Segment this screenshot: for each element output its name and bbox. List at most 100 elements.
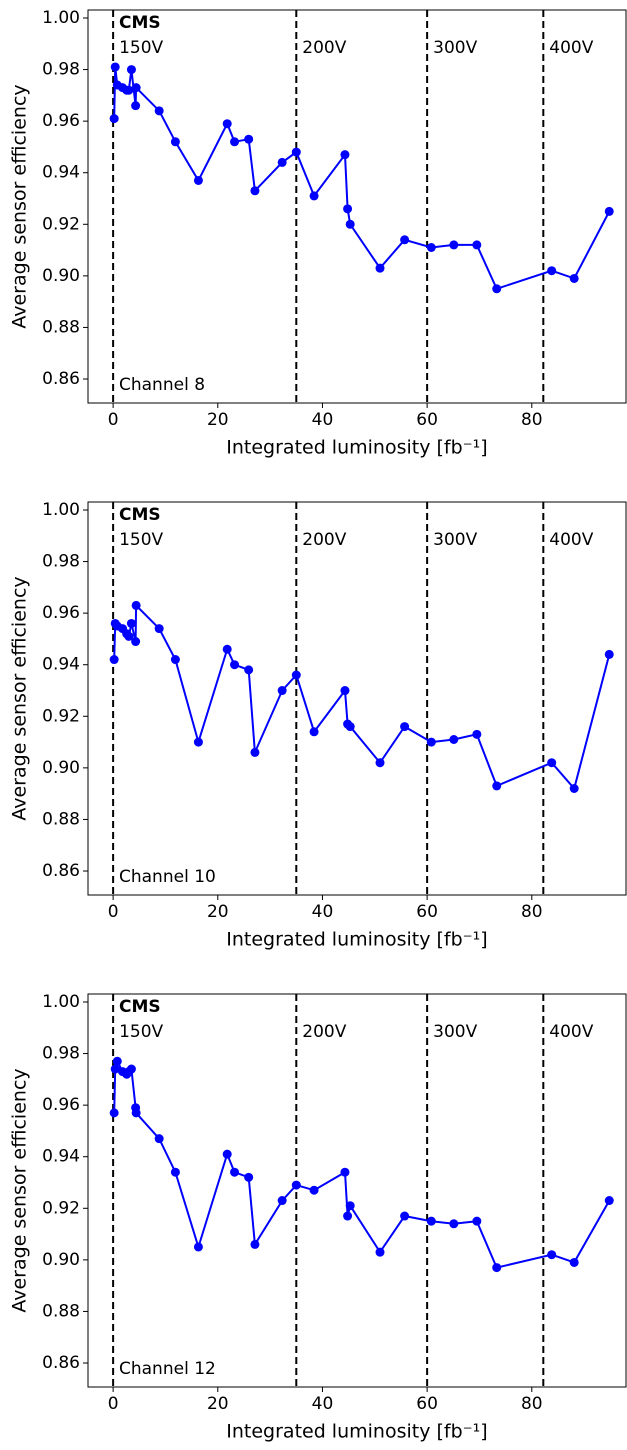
data-point <box>154 624 164 634</box>
data-point <box>277 686 287 696</box>
y-tick-label: 0.90 <box>42 1250 80 1270</box>
data-point <box>345 722 355 732</box>
data-point <box>309 1185 319 1195</box>
data-point <box>400 722 410 732</box>
y-axis-label: Average sensor efficiency <box>9 1068 31 1312</box>
x-tick-label: 0 <box>108 902 119 922</box>
data-point <box>449 240 459 250</box>
x-tick-label: 20 <box>207 1394 229 1414</box>
data-point <box>472 1216 482 1226</box>
data-point <box>277 1196 287 1206</box>
data-point <box>375 758 385 768</box>
data-point <box>547 1250 557 1260</box>
data-point <box>109 1108 119 1118</box>
data-point <box>222 1149 232 1159</box>
x-tick-label: 80 <box>521 1394 543 1414</box>
y-tick-label: 1.00 <box>42 8 80 28</box>
data-point <box>604 649 614 659</box>
data-point <box>193 737 203 747</box>
data-point <box>569 273 579 283</box>
y-tick-label: 0.98 <box>42 1044 80 1064</box>
x-tick-label: 0 <box>108 1394 119 1414</box>
data-point <box>131 101 141 111</box>
voltage-label: 400V <box>549 1022 593 1042</box>
data-point <box>131 637 141 647</box>
y-tick-label: 0.86 <box>42 369 80 389</box>
x-axis-label: Integrated luminosity [fb⁻¹] <box>226 929 487 951</box>
data-point <box>131 600 141 610</box>
data-point <box>492 284 502 294</box>
x-tick-label: 80 <box>521 410 543 430</box>
panel: 0.86 0.88 0.90 0.92 0.94 0.96 0.98 1.00 0 20 40 60 8… <box>9 992 627 1443</box>
x-tick-label: 20 <box>207 410 229 430</box>
x-tick-label: 60 <box>416 902 438 922</box>
voltage-label: 400V <box>549 38 593 58</box>
data-line <box>113 66 611 291</box>
data-point <box>244 665 254 675</box>
voltage-label: 150V <box>119 1022 163 1042</box>
y-tick-label: 0.94 <box>42 1147 80 1167</box>
channel-label: Channel 12 <box>119 1359 216 1379</box>
x-tick-label: 0 <box>108 410 119 430</box>
data-point <box>569 783 579 793</box>
y-tick-label: 0.90 <box>42 266 80 286</box>
data-line <box>113 603 611 791</box>
data-point <box>547 758 557 768</box>
y-tick-label: 0.98 <box>42 552 80 572</box>
data-point <box>340 1167 350 1177</box>
data-point <box>569 1257 579 1267</box>
y-tick-label: 0.92 <box>42 214 80 234</box>
data-point <box>170 655 180 665</box>
y-tick-label: 0.88 <box>42 809 80 829</box>
x-tick-label: 80 <box>521 902 543 922</box>
y-tick-label: 0.90 <box>42 758 80 778</box>
data-point <box>547 266 557 276</box>
voltage-label: 400V <box>549 530 593 550</box>
data-point <box>426 737 436 747</box>
data-point <box>291 670 301 680</box>
data-point <box>343 204 353 214</box>
data-point <box>375 263 385 273</box>
data-point <box>244 1172 254 1182</box>
channel-label: Channel 10 <box>119 867 216 887</box>
panel: 0.86 0.88 0.90 0.92 0.94 0.96 0.98 1.00 0 20 40 60 8… <box>9 8 627 459</box>
x-axis-label: Integrated luminosity [fb⁻¹] <box>226 437 487 459</box>
voltage-label: 300V <box>433 38 477 58</box>
data-point <box>131 83 141 93</box>
data-point <box>124 85 134 95</box>
x-tick-label: 40 <box>312 1394 334 1414</box>
x-tick-label: 40 <box>312 902 334 922</box>
data-point <box>193 1242 203 1252</box>
data-point <box>250 186 260 196</box>
data-point <box>193 175 203 185</box>
y-tick-label: 1.00 <box>42 500 80 520</box>
data-point <box>492 781 502 791</box>
data-point <box>291 1180 301 1190</box>
voltage-label: 150V <box>119 38 163 58</box>
voltage-label: 200V <box>302 1022 346 1042</box>
data-point <box>400 1211 410 1221</box>
channel-label: Channel 8 <box>119 375 205 395</box>
data-point <box>375 1247 385 1257</box>
y-tick-label: 0.96 <box>42 111 80 131</box>
data-point <box>230 1167 240 1177</box>
x-tick-label: 60 <box>416 410 438 430</box>
data-line <box>113 1058 611 1269</box>
data-point <box>124 631 134 641</box>
y-tick-label: 0.94 <box>42 655 80 675</box>
data-point <box>309 727 319 737</box>
data-point <box>309 191 319 201</box>
experiment-label: CMS <box>119 13 161 33</box>
data-point <box>126 65 136 75</box>
x-axis-label: Integrated luminosity [fb⁻¹] <box>226 1421 487 1443</box>
y-axis-label: Average sensor efficiency <box>9 576 31 820</box>
data-point <box>291 147 301 157</box>
y-tick-label: 0.86 <box>42 1353 80 1373</box>
data-point <box>126 1064 136 1074</box>
y-tick-label: 0.88 <box>42 1301 80 1321</box>
data-point <box>154 1134 164 1144</box>
y-tick-label: 0.92 <box>42 1198 80 1218</box>
data-point <box>449 1219 459 1229</box>
data-point <box>449 735 459 745</box>
